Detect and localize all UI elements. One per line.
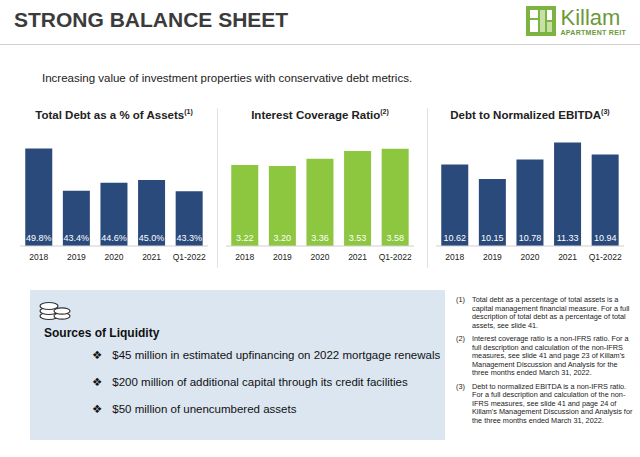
html-text:$50 million of unencumbered as: $50 million of unencumbered assets: [112, 403, 297, 415]
html-text:$200 million of additional cap: $200 million of additional capital throu…: [112, 376, 408, 388]
svg-text:2018: 2018: [235, 252, 254, 262]
svg-text:Q1-2022: Q1-2022: [589, 252, 622, 262]
svg-text:2021: 2021: [348, 252, 367, 262]
svg-text:2021: 2021: [558, 252, 577, 262]
svg-text:2018: 2018: [445, 252, 464, 262]
html-text:Total Debt as a % of Assets(1): Total Debt as a % of Assets(1): [35, 108, 193, 121]
svg-text:3.53: 3.53: [349, 233, 367, 243]
html-text:(2): (2): [456, 334, 465, 344]
svg-text:2020: 2020: [311, 252, 330, 262]
html-text:APARTMENT REIT: APARTMENT REIT: [560, 28, 626, 36]
svg-text:43.3%: 43.3%: [176, 233, 202, 243]
svg-text:45.0%: 45.0%: [139, 233, 165, 243]
svg-text:3.22: 3.22: [236, 233, 254, 243]
html-text:Killam: Killam: [560, 4, 621, 30]
svg-text:49.8%: 49.8%: [26, 233, 52, 243]
html-text:(1): (1): [456, 295, 465, 304]
svg-text:10.78: 10.78: [519, 233, 542, 243]
svg-text:10.15: 10.15: [481, 233, 504, 243]
svg-text:2019: 2019: [67, 252, 86, 262]
html-text:Total debt as a percentage of: Total debt as a percentage of total asse…: [472, 295, 630, 330]
svg-text:Q1-2022: Q1-2022: [379, 252, 412, 262]
html-text:Sources of Liquidity: Sources of Liquidity: [44, 326, 160, 340]
html-text:$45 million in estimated upfin: $45 million in estimated upfinancing on …: [112, 349, 441, 361]
html-text:Interest coverage ratio is a n: Interest coverage ratio is a non-IFRS ra…: [472, 334, 629, 378]
html-text:Increasing value of investment: Increasing value of investment propertie…: [42, 72, 413, 84]
svg-text:2021: 2021: [142, 252, 161, 262]
svg-text:44.6%: 44.6%: [101, 233, 127, 243]
svg-text:3.58: 3.58: [386, 233, 404, 243]
svg-text:10.94: 10.94: [594, 233, 617, 243]
html-text:STRONG BALANCE SHEET: STRONG BALANCE SHEET: [14, 8, 289, 31]
svg-text:2019: 2019: [273, 252, 292, 262]
html-text:Debt to Normalized EBITDA(3): Debt to Normalized EBITDA(3): [450, 108, 610, 121]
svg-text:2018: 2018: [29, 252, 48, 262]
svg-text:3.20: 3.20: [274, 233, 292, 243]
svg-text:10.62: 10.62: [443, 233, 466, 243]
svg-text:Q1-2022: Q1-2022: [173, 252, 206, 262]
svg-text:2019: 2019: [483, 252, 502, 262]
svg-text:43.4%: 43.4%: [64, 233, 90, 243]
svg-text:2020: 2020: [105, 252, 124, 262]
html-text:Interest Coverage Ratio(2): Interest Coverage Ratio(2): [251, 108, 389, 121]
svg-text:11.33: 11.33: [557, 233, 579, 243]
svg-text:2020: 2020: [521, 252, 540, 262]
html-text:(3): (3): [456, 381, 465, 391]
svg-text:3.36: 3.36: [311, 233, 329, 243]
html-text:Debt to normalized EBITDA is a: Debt to normalized EBITDA is a non-IFRS …: [472, 381, 633, 425]
